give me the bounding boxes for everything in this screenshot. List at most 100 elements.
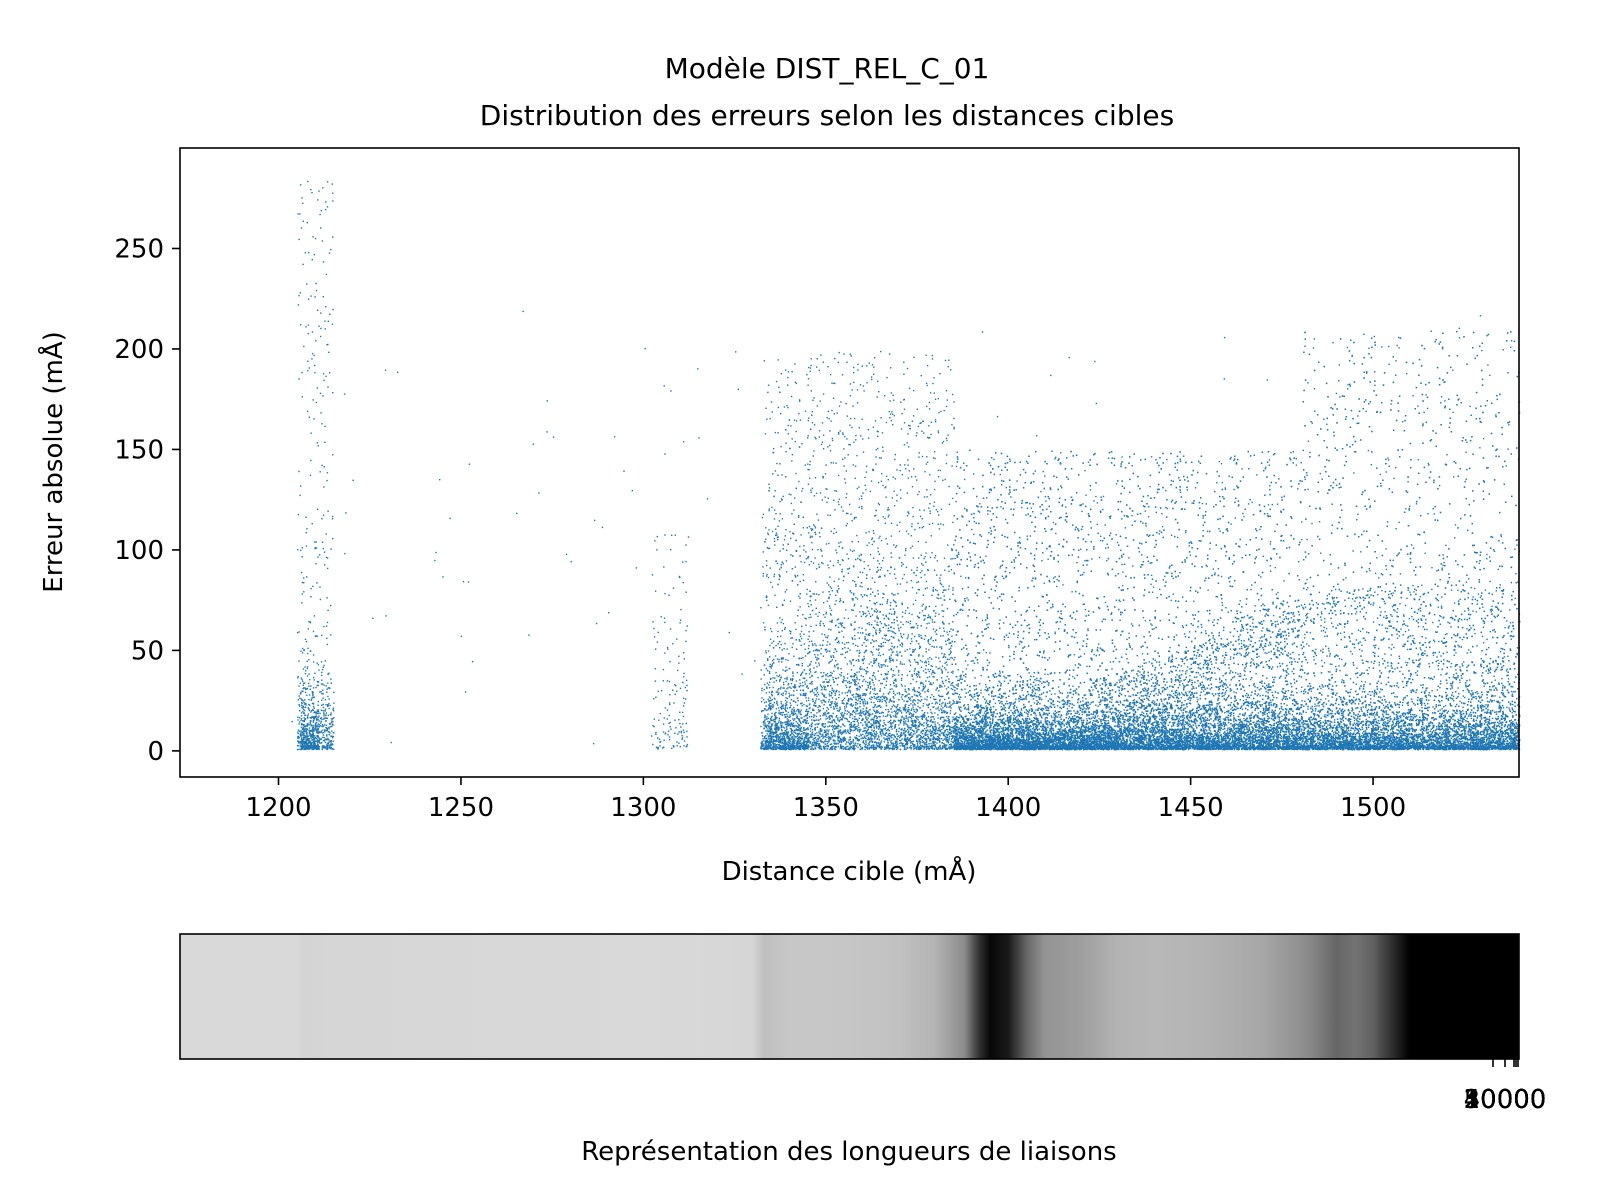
- scatter-point: [824, 747, 826, 750]
- scatter-point: [815, 581, 817, 583]
- scatter-point: [925, 648, 927, 650]
- scatter-point: [926, 722, 928, 724]
- scatter-point: [763, 688, 765, 691]
- scatter-point: [822, 681, 824, 683]
- scatter-point: [323, 486, 325, 488]
- scatter-point: [322, 724, 324, 727]
- scatter-point: [831, 689, 833, 691]
- scatter-point: [849, 424, 851, 426]
- scatter-point: [812, 748, 814, 751]
- scatter-point: [885, 486, 887, 488]
- scatter-point: [677, 669, 679, 672]
- scatter-point: [934, 480, 936, 483]
- scatter-point: [900, 621, 902, 623]
- scatter-point: [903, 739, 906, 741]
- scatter-point: [912, 389, 915, 392]
- scatter-point: [810, 358, 812, 360]
- scatter-point: [825, 611, 828, 613]
- scatter-point: [830, 701, 832, 703]
- scatter-point: [883, 741, 885, 743]
- scatter-point: [894, 720, 897, 722]
- scatter-point: [766, 564, 768, 567]
- scatter-point: [833, 742, 835, 744]
- scatter-point: [311, 709, 314, 711]
- scatter-point: [871, 537, 874, 539]
- scatter-point: [842, 715, 845, 717]
- scatter-point: [889, 661, 891, 663]
- scatter-point: [836, 619, 839, 621]
- scatter-point: [927, 614, 930, 616]
- scatter-point: [659, 740, 662, 743]
- scatter-point: [780, 724, 782, 726]
- scatter-point: [944, 702, 947, 704]
- scatter-point: [837, 585, 839, 587]
- scatter-point: [814, 741, 816, 743]
- scatter-point: [892, 696, 894, 698]
- scatter-point: [300, 712, 303, 714]
- scatter-point: [886, 676, 888, 679]
- scatter-point: [305, 704, 307, 706]
- scatter-point: [838, 732, 840, 734]
- scatter-point: [851, 694, 853, 696]
- scatter-point: [887, 734, 889, 736]
- scatter-point: [765, 709, 768, 711]
- scatter-point: [918, 729, 920, 731]
- scatter-point: [938, 727, 940, 730]
- scatter-point: [837, 559, 839, 562]
- scatter-point: [915, 711, 917, 714]
- scatter-point: [927, 569, 930, 571]
- scatter-point: [921, 746, 924, 748]
- scatter-point: [873, 366, 875, 368]
- scatter-point: [922, 594, 924, 596]
- scatter-point: [906, 724, 908, 726]
- scatter-point: [860, 737, 862, 740]
- scatter-point: [844, 725, 846, 727]
- scatter-point: [315, 740, 317, 742]
- scatter-point: [803, 643, 805, 645]
- scatter-point: [810, 489, 812, 491]
- scatter-point: [801, 738, 803, 741]
- scatter-point: [906, 637, 908, 640]
- scatter-point: [899, 736, 901, 739]
- scatter-point: [779, 733, 781, 736]
- scatter-point: [875, 715, 877, 717]
- scatter-point: [891, 497, 893, 499]
- scatter-point: [953, 426, 955, 429]
- scatter-point: [860, 728, 862, 731]
- scatter-point: [862, 724, 864, 726]
- scatter-point: [668, 738, 671, 741]
- scatter-point: [678, 655, 680, 657]
- scatter-point: [794, 622, 796, 624]
- scatter-point: [843, 730, 845, 732]
- scatter-point: [297, 740, 300, 742]
- scatter-point: [901, 643, 904, 646]
- scatter-point: [924, 668, 927, 670]
- scatter-point: [329, 726, 331, 728]
- scatter-point: [925, 727, 928, 729]
- scatter-point: [886, 665, 889, 667]
- scatter-point: [776, 717, 778, 719]
- scatter-point: [304, 687, 306, 689]
- scatter-point: [934, 557, 936, 559]
- scatter-point: [809, 367, 812, 369]
- scatter-point: [326, 206, 329, 208]
- scatter-point: [314, 547, 316, 550]
- scatter-point: [862, 693, 864, 695]
- scatter-point: [949, 652, 951, 655]
- scatter-point: [849, 649, 851, 651]
- scatter-point: [302, 680, 304, 682]
- scatter-point: [768, 483, 770, 485]
- scatter-point: [324, 729, 326, 731]
- scatter-point: [877, 593, 879, 595]
- scatter-point: [770, 667, 772, 669]
- scatter-point: [857, 645, 859, 647]
- scatter-point: [303, 720, 306, 723]
- scatter-point: [863, 735, 866, 737]
- scatter-point: [911, 525, 913, 528]
- scatter-point: [863, 642, 865, 644]
- scatter-point: [948, 719, 950, 721]
- scatter-point: [763, 747, 766, 749]
- scatter-point: [842, 626, 845, 629]
- scatter-point: [898, 530, 901, 533]
- scatter-point: [321, 674, 323, 677]
